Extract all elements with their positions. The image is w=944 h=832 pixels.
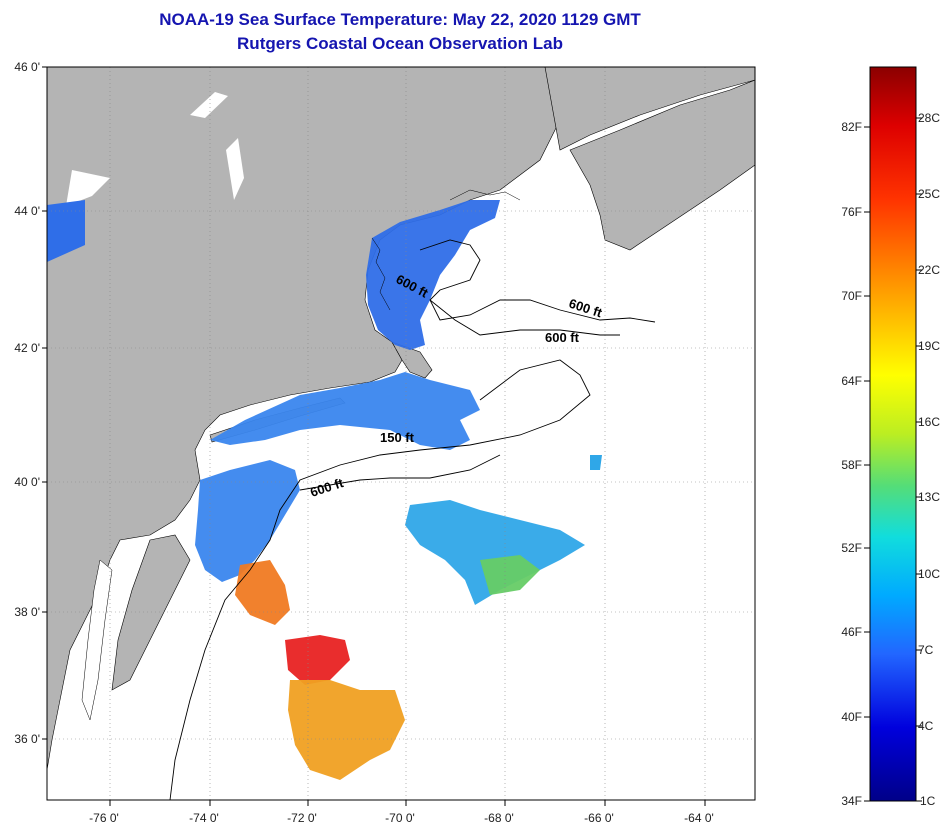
sst-small-patch: [590, 455, 602, 470]
lon-label: -72 0': [287, 811, 317, 825]
lat-label: 44 0': [14, 204, 40, 218]
colorbar-c-label: 25C: [918, 187, 940, 201]
colorbar-f-label: 76F: [841, 205, 862, 219]
colorbar-ticks: [864, 117, 922, 802]
lat-label: 36 0': [14, 732, 40, 746]
contour-label: 600 ft: [545, 330, 580, 345]
sst-gulfstream-orange: [288, 680, 405, 780]
colorbar-c-label: 1C: [920, 794, 936, 808]
colorbar-f-label: 34F: [841, 794, 862, 808]
lake: [226, 138, 244, 200]
land-cape-cod: [391, 341, 433, 379]
map-canvas: [47, 67, 755, 800]
lon-label: -66 0': [584, 811, 614, 825]
sst-slope-warm: [235, 560, 290, 625]
colorbar-c-label: 19C: [918, 339, 940, 353]
map-subtitle: Rutgers Coastal Ocean Observation Lab: [237, 34, 563, 53]
sst-gulfstream-red: [285, 635, 350, 685]
colorbar-f-label: 58F: [841, 458, 862, 472]
colorbar-f-label: 52F: [841, 541, 862, 555]
lat-label: 46 0': [14, 60, 40, 74]
lon-label: -68 0': [484, 811, 514, 825]
colorbar-c-label: 22C: [918, 263, 940, 277]
lat-label: 40 0': [14, 475, 40, 489]
lon-label: -76 0': [89, 811, 119, 825]
colorbar-f-label: 40F: [841, 710, 862, 724]
axis-ticks: [42, 66, 706, 806]
colorbar-f-label: 64F: [841, 374, 862, 388]
colorbar-c-label: 13C: [918, 490, 940, 504]
lon-label: -70 0': [385, 811, 415, 825]
sst-georges: [210, 372, 480, 450]
land-delmarva: [111, 534, 191, 691]
chesapeake-bay: [81, 559, 113, 721]
lake: [190, 92, 228, 118]
lat-label: 42 0': [14, 341, 40, 355]
colorbar-f-label: 70F: [841, 289, 862, 303]
land-new-brunswick: [544, 67, 755, 151]
colorbar-f-label: 82F: [841, 120, 862, 134]
map-title: NOAA-19 Sea Surface Temperature: May 22,…: [159, 10, 641, 29]
contour-label: 150 ft: [380, 430, 415, 445]
sst-west-lake: [47, 200, 85, 262]
lat-label: 38 0': [14, 605, 40, 619]
map-frame: [46, 66, 756, 801]
lon-label: -74 0': [189, 811, 219, 825]
colorbar-c-label: 10C: [918, 567, 940, 581]
sst-green-patch: [480, 555, 540, 595]
colorbar-c-label: 4C: [918, 719, 934, 733]
colorbar-c-label: 16C: [918, 415, 940, 429]
colorbar-f-label: 46F: [841, 625, 862, 639]
sst-gulf-of-maine: [366, 200, 500, 350]
colorbar-c-label: 7C: [918, 643, 934, 657]
sst-offshore: [405, 500, 585, 605]
coastline: [371, 189, 521, 311]
colorbar-c-label: 28C: [918, 111, 940, 125]
sst-mid-atlantic: [195, 460, 300, 582]
bathymetry-contours: [169, 239, 656, 800]
colorbar: [869, 66, 917, 802]
lake: [66, 170, 110, 206]
lon-label: -64 0': [684, 811, 714, 825]
